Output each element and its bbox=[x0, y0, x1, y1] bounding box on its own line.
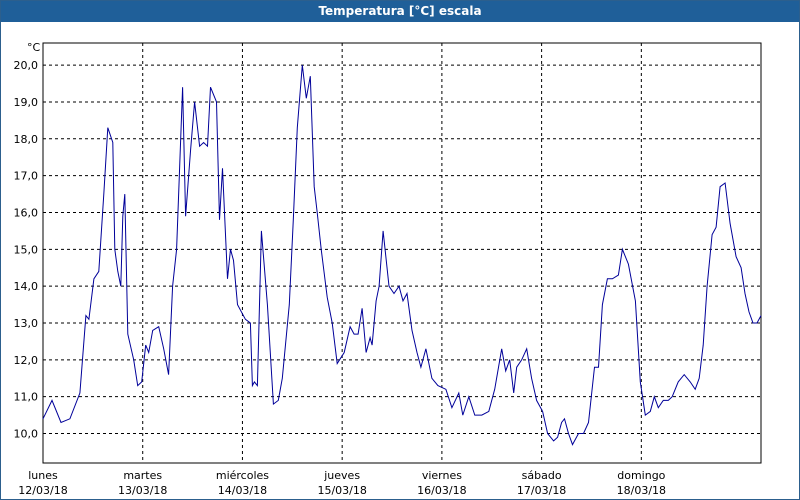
y-tick-label: 15,0 bbox=[14, 243, 39, 256]
y-tick-label: 11,0 bbox=[14, 391, 39, 404]
x-tick-date: 16/03/18 bbox=[417, 484, 466, 497]
y-axis-unit-label: °C bbox=[27, 41, 41, 54]
grid-lines bbox=[43, 43, 761, 463]
y-axis-ticks: 10,0 11,0 12,0 13,0 14,0 15,0 16,0 17,0 18,0 19,0… bbox=[14, 59, 39, 440]
y-tick-label: 16,0 bbox=[14, 206, 39, 219]
window-title: Temperatura [°C] escala bbox=[1, 1, 799, 22]
x-tick-day: lunes bbox=[28, 469, 58, 482]
x-tick-date: 14/03/18 bbox=[218, 484, 267, 497]
y-tick-label: 19,0 bbox=[14, 96, 39, 109]
y-tick-label: 18,0 bbox=[14, 133, 39, 146]
y-tick-label: 14,0 bbox=[14, 280, 39, 293]
x-axis-ticks: lunes 12/03/18 martes 13/03/18 miércoles 14/0… bbox=[18, 469, 666, 497]
x-tick-day: viernes bbox=[422, 469, 462, 482]
x-tick-day: sábado bbox=[522, 469, 562, 482]
y-tick-label: 10,0 bbox=[14, 428, 39, 441]
y-tick-label: 17,0 bbox=[14, 170, 39, 183]
x-tick-day: martes bbox=[123, 469, 162, 482]
x-tick-date: 12/03/18 bbox=[18, 484, 67, 497]
temperature-chart: 10,0 11,0 12,0 13,0 14,0 15,0 16,0 17,0 18,0 19,0… bbox=[14, 41, 762, 497]
x-tick-date: 18/03/18 bbox=[617, 484, 666, 497]
y-tick-label: 20,0 bbox=[14, 59, 39, 72]
x-tick-date: 17/03/18 bbox=[517, 484, 566, 497]
x-tick-date: 13/03/18 bbox=[118, 484, 167, 497]
x-tick-day: jueves bbox=[323, 469, 360, 482]
y-tick-label: 12,0 bbox=[14, 354, 39, 367]
y-tick-label: 13,0 bbox=[14, 317, 39, 330]
x-tick-day: domingo bbox=[617, 469, 665, 482]
x-tick-date: 15/03/18 bbox=[317, 484, 366, 497]
series-line bbox=[42, 65, 762, 446]
x-tick-day: miércoles bbox=[216, 469, 269, 482]
